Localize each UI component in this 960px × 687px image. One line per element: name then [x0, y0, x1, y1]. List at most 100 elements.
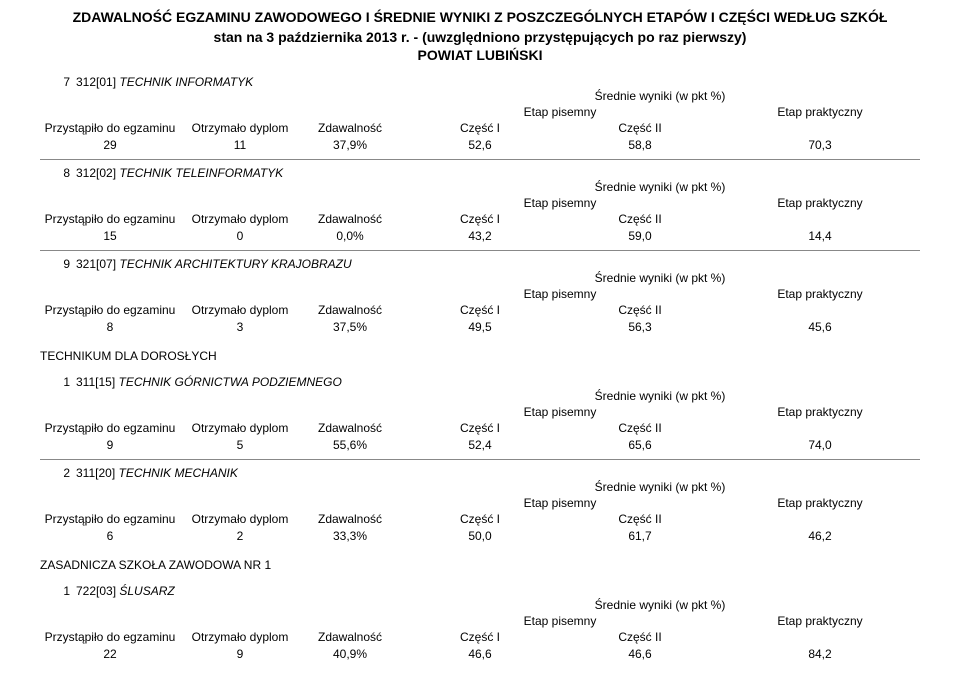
label-srednie: Średnie wyniki (w pkt %) [400, 89, 920, 104]
school-heading: ZASADNICZA SZKOŁA ZAWODOWA NR 1 [40, 558, 920, 572]
label-czesc1: Część I [400, 120, 560, 136]
row-name: TECHNIK GÓRNICTWA PODZIEMNEGO [118, 375, 341, 389]
label-zdawalnosc: Zdawalność [300, 211, 400, 227]
page-title-2: stan na 3 października 2013 r. - (uwzglę… [40, 29, 920, 45]
label-zdawalnosc: Zdawalność [300, 120, 400, 136]
row-name: TECHNIK ARCHITEKTURY KRAJOBRAZU [119, 257, 351, 271]
val-praktyczny: 14,4 [720, 227, 920, 244]
val-zdawalnosc: 40,9% [300, 645, 400, 662]
school-heading: TECHNIKUM DLA DOROSŁYCH [40, 349, 920, 363]
label-etap-praktyczny: Etap praktyczny [720, 195, 920, 211]
row-number: 8 [40, 166, 76, 180]
exam-block-header: 1311[15] TECHNIK GÓRNICTWA PODZIEMNEGO [40, 375, 920, 389]
label-zdawalnosc: Zdawalność [300, 302, 400, 318]
exam-block-header: 1722[03] ŚLUSARZ [40, 584, 920, 598]
exam-table: Średnie wyniki (w pkt %)Etap pisemnyEtap… [40, 389, 920, 453]
label-etap-pisemny: Etap pisemny [400, 404, 720, 420]
val-przystapilo: 9 [40, 436, 180, 453]
label-otrzymalo: Otrzymało dyplom [180, 511, 300, 527]
val-otrzymalo: 11 [180, 136, 300, 153]
label-przystapilo: Przystąpiło do egzaminu [40, 511, 180, 527]
val-czesc1: 52,4 [400, 436, 560, 453]
val-otrzymalo: 3 [180, 318, 300, 335]
val-zdawalnosc: 37,9% [300, 136, 400, 153]
label-etap-praktyczny: Etap praktyczny [720, 613, 920, 629]
label-czesc1: Część I [400, 629, 560, 645]
label-czesc1: Część I [400, 420, 560, 436]
exam-block: 8312[02] TECHNIK TELEINFORMATYKŚrednie w… [40, 159, 920, 244]
val-przystapilo: 8 [40, 318, 180, 335]
val-czesc1: 43,2 [400, 227, 560, 244]
exam-block-header: 7312[01] TECHNIK INFORMATYK [40, 75, 920, 89]
label-zdawalnosc: Zdawalność [300, 511, 400, 527]
val-czesc2: 46,6 [560, 645, 720, 662]
label-etap-praktyczny: Etap praktyczny [720, 104, 920, 120]
label-czesc1: Część I [400, 302, 560, 318]
val-zdawalnosc: 37,5% [300, 318, 400, 335]
label-przystapilo: Przystąpiło do egzaminu [40, 211, 180, 227]
label-przystapilo: Przystąpiło do egzaminu [40, 302, 180, 318]
val-czesc2: 61,7 [560, 527, 720, 544]
label-srednie: Średnie wyniki (w pkt %) [400, 480, 920, 495]
label-czesc2: Część II [560, 120, 720, 136]
label-otrzymalo: Otrzymało dyplom [180, 420, 300, 436]
exam-table: Średnie wyniki (w pkt %)Etap pisemnyEtap… [40, 480, 920, 544]
label-srednie: Średnie wyniki (w pkt %) [400, 271, 920, 286]
label-czesc2: Część II [560, 211, 720, 227]
row-code: 312[01] [76, 75, 119, 89]
label-etap-praktyczny: Etap praktyczny [720, 404, 920, 420]
label-czesc2: Część II [560, 629, 720, 645]
val-czesc2: 65,6 [560, 436, 720, 453]
row-name: ŚLUSARZ [119, 584, 174, 598]
val-otrzymalo: 5 [180, 436, 300, 453]
label-czesc1: Część I [400, 211, 560, 227]
val-przystapilo: 29 [40, 136, 180, 153]
val-czesc1: 49,5 [400, 318, 560, 335]
val-przystapilo: 15 [40, 227, 180, 244]
label-czesc2: Część II [560, 511, 720, 527]
row-code: 321[07] [76, 257, 119, 271]
row-number: 2 [40, 466, 76, 480]
val-praktyczny: 45,6 [720, 318, 920, 335]
label-czesc1: Część I [400, 511, 560, 527]
val-zdawalnosc: 0,0% [300, 227, 400, 244]
label-przystapilo: Przystąpiło do egzaminu [40, 629, 180, 645]
label-etap-pisemny: Etap pisemny [400, 495, 720, 511]
row-code: 311[20] [76, 466, 118, 480]
exam-block-header: 9321[07] TECHNIK ARCHITEKTURY KRAJOBRAZU [40, 257, 920, 271]
label-etap-pisemny: Etap pisemny [400, 195, 720, 211]
label-przystapilo: Przystąpiło do egzaminu [40, 420, 180, 436]
val-praktyczny: 74,0 [720, 436, 920, 453]
powiat-heading: POWIAT LUBIŃSKI [40, 47, 920, 63]
page-title-1: ZDAWALNOŚĆ EGZAMINU ZAWODOWEGO I ŚREDNIE… [40, 8, 920, 27]
val-otrzymalo: 9 [180, 645, 300, 662]
exam-table: Średnie wyniki (w pkt %)Etap pisemnyEtap… [40, 89, 920, 153]
row-number: 1 [40, 584, 76, 598]
val-przystapilo: 6 [40, 527, 180, 544]
label-otrzymalo: Otrzymało dyplom [180, 120, 300, 136]
label-srednie: Średnie wyniki (w pkt %) [400, 598, 920, 613]
row-name: TECHNIK TELEINFORMATYK [119, 166, 283, 180]
val-otrzymalo: 0 [180, 227, 300, 244]
label-otrzymalo: Otrzymało dyplom [180, 211, 300, 227]
exam-block: 9321[07] TECHNIK ARCHITEKTURY KRAJOBRAZU… [40, 250, 920, 335]
exam-block: 1311[15] TECHNIK GÓRNICTWA PODZIEMNEGOŚr… [40, 369, 920, 453]
label-srednie: Średnie wyniki (w pkt %) [400, 180, 920, 195]
val-czesc2: 59,0 [560, 227, 720, 244]
val-praktyczny: 46,2 [720, 527, 920, 544]
row-code: 722[03] [76, 584, 119, 598]
label-etap-pisemny: Etap pisemny [400, 104, 720, 120]
exam-table: Średnie wyniki (w pkt %)Etap pisemnyEtap… [40, 180, 920, 244]
val-otrzymalo: 2 [180, 527, 300, 544]
val-czesc1: 50,0 [400, 527, 560, 544]
label-czesc2: Część II [560, 420, 720, 436]
row-name: TECHNIK MECHANIK [118, 466, 237, 480]
val-praktyczny: 70,3 [720, 136, 920, 153]
label-przystapilo: Przystąpiło do egzaminu [40, 120, 180, 136]
page-root: ZDAWALNOŚĆ EGZAMINU ZAWODOWEGO I ŚREDNIE… [0, 0, 960, 682]
label-etap-pisemny: Etap pisemny [400, 286, 720, 302]
label-etap-praktyczny: Etap praktyczny [720, 286, 920, 302]
val-czesc1: 52,6 [400, 136, 560, 153]
label-etap-pisemny: Etap pisemny [400, 613, 720, 629]
label-etap-praktyczny: Etap praktyczny [720, 495, 920, 511]
